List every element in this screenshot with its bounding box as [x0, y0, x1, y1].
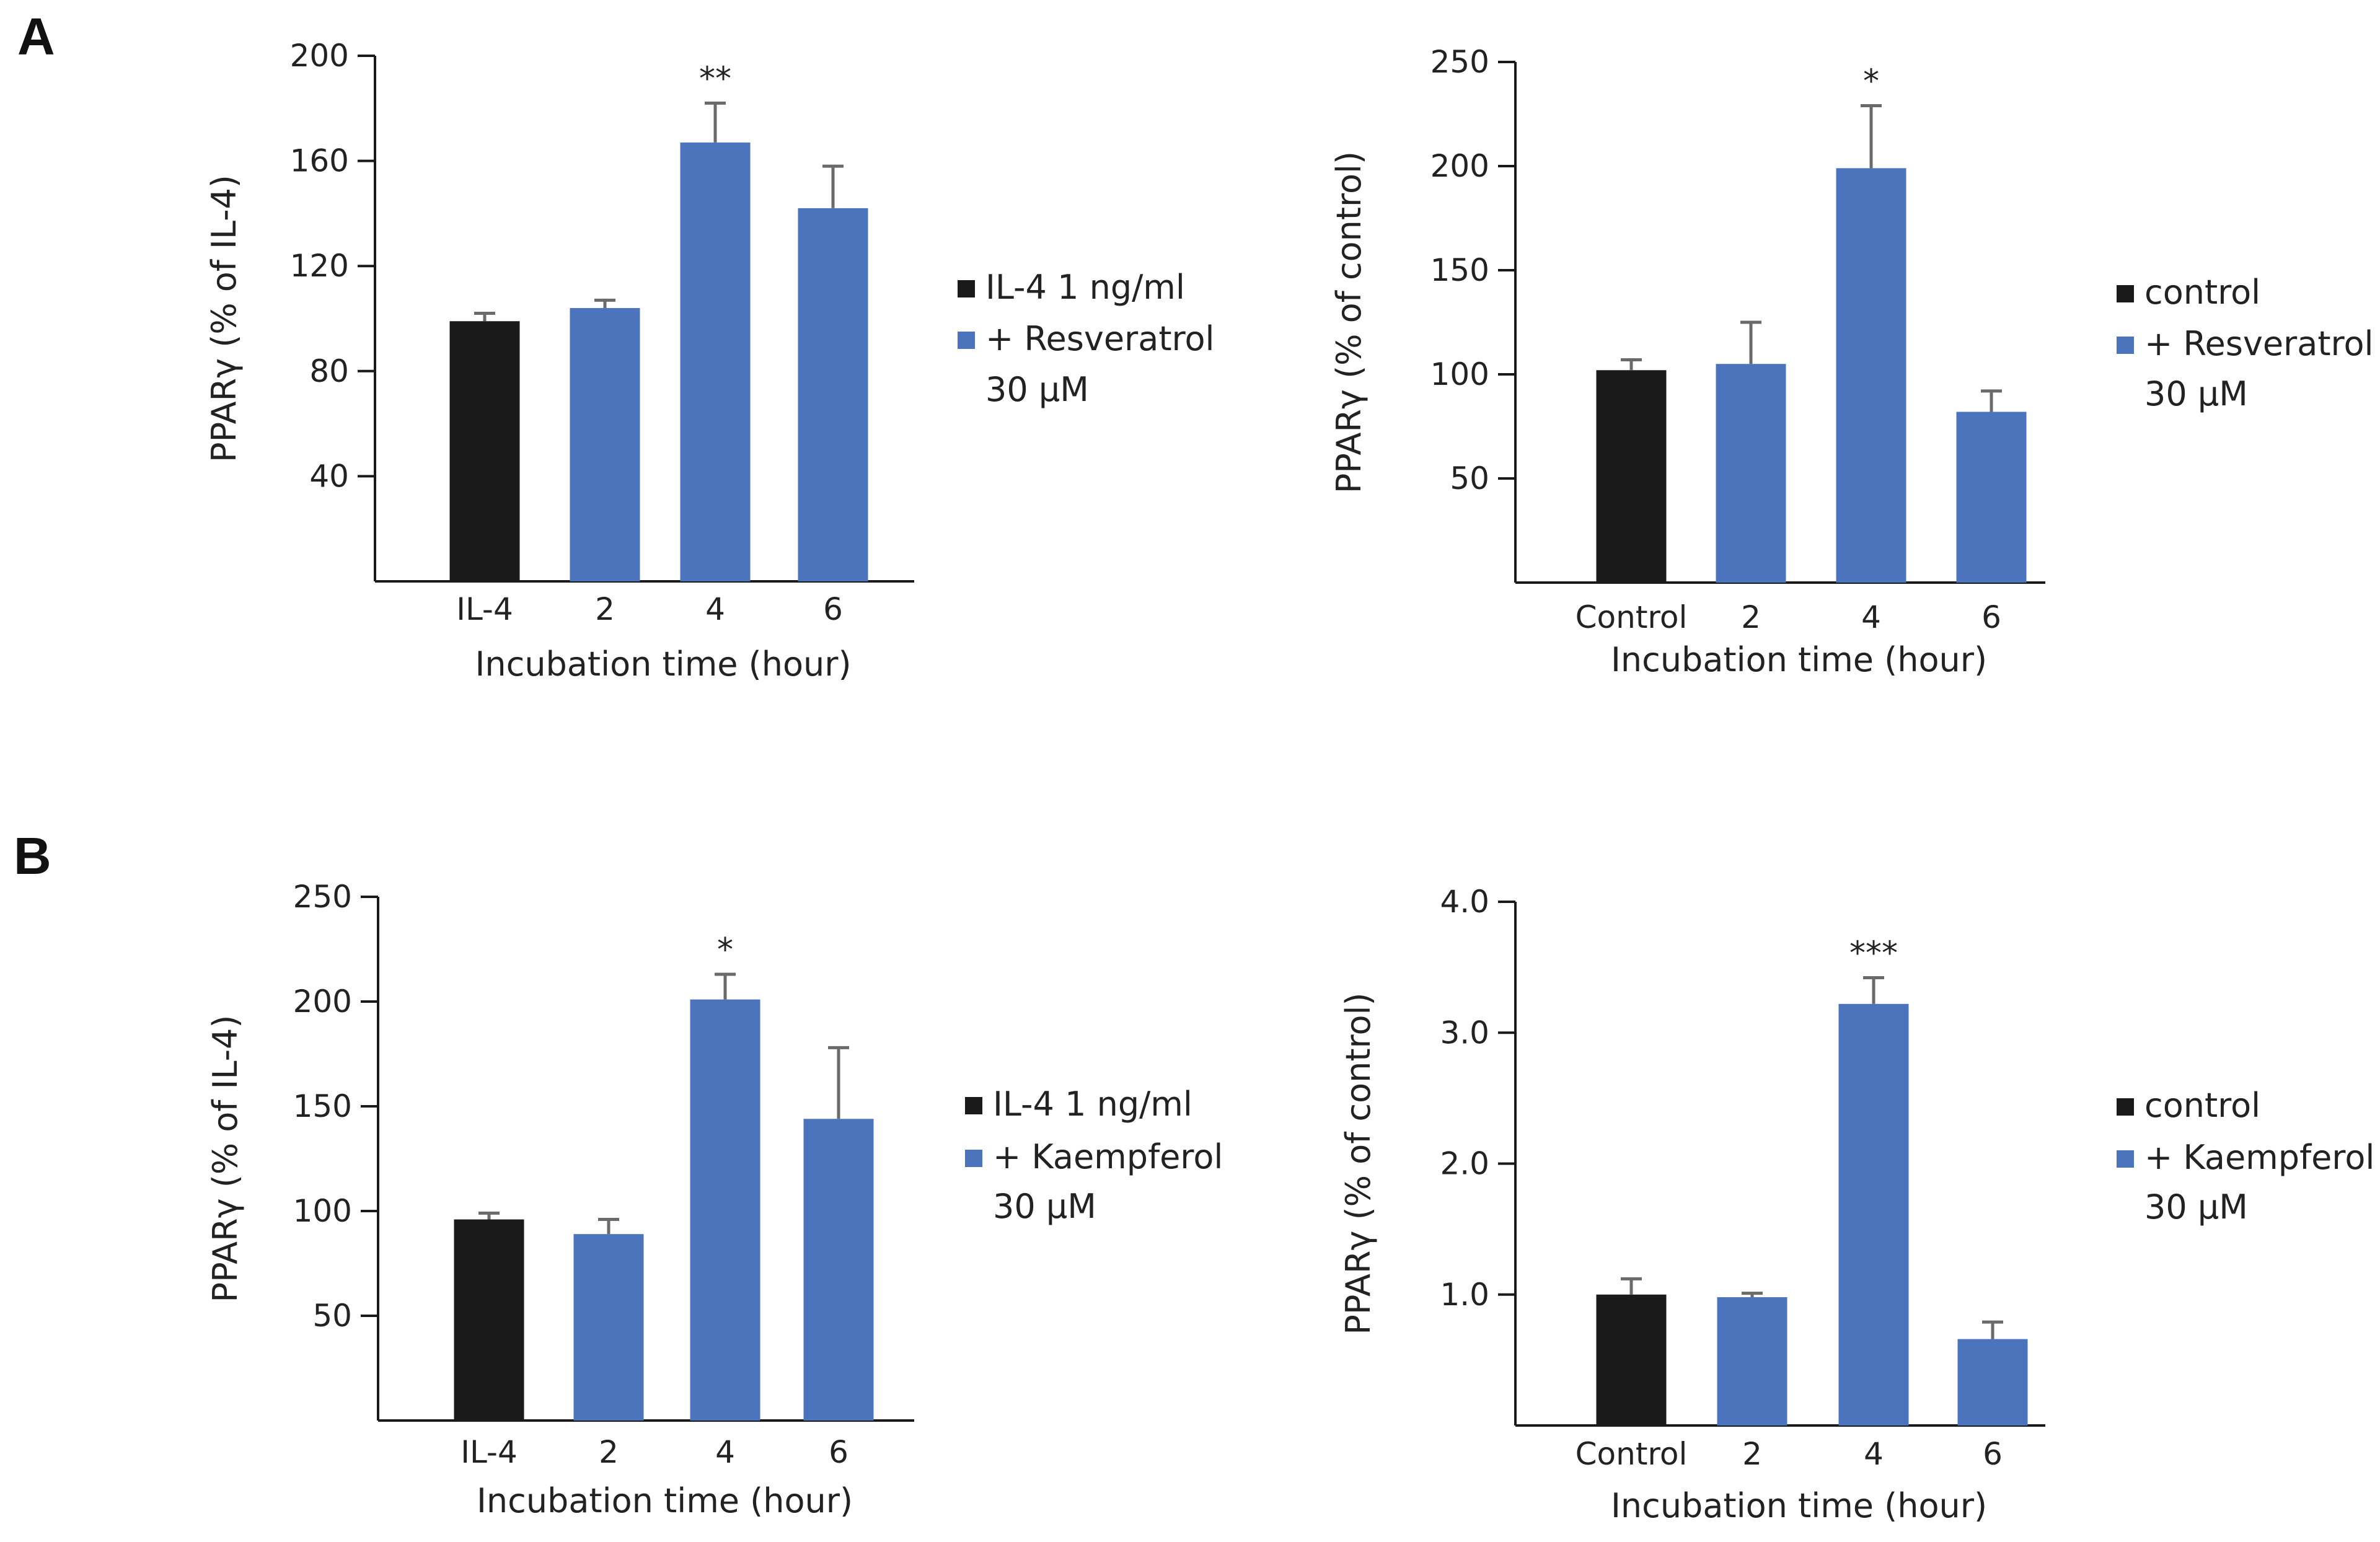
- x-tick-label: 2: [1742, 1436, 1762, 1472]
- y-axis-title: PPARγ (% of control): [1339, 992, 1378, 1334]
- y-tick-label: 200: [290, 38, 349, 74]
- legend-label: + Kaempferol: [993, 1137, 1223, 1176]
- legend-label: + Resveratrol: [2144, 324, 2374, 363]
- chart-top-left: 40 80 120 160 200 IL-4 2 ** 4 6 PPARγ (% of IL-4) I…: [205, 38, 1215, 684]
- legend-swatch: [965, 1097, 982, 1114]
- legend-label: + Kaempferol: [2144, 1138, 2374, 1177]
- bar: [1838, 1003, 1909, 1425]
- bar: [1596, 1294, 1667, 1425]
- y-tick-label: 40: [309, 458, 349, 494]
- x-tick-label: 6: [1983, 1436, 2003, 1472]
- bar: [1716, 364, 1786, 583]
- y-tick-label: 100: [1430, 356, 1489, 392]
- y-axis-title: PPARγ (% of control): [1329, 151, 1368, 493]
- y-tick-label: 250: [293, 879, 352, 915]
- panel-letter-a: A: [17, 7, 55, 66]
- y-tick-label: 3.0: [1440, 1015, 1489, 1051]
- y-axis-title: PPARγ (% of IL-4): [205, 175, 244, 462]
- y-tick-label: 200: [293, 984, 352, 1020]
- legend-swatch: [2117, 1098, 2134, 1116]
- legend-label: control: [2144, 1086, 2260, 1125]
- chart-bottom-right: 1.0 2.0 3.0 4.0 Control 2 *** 4 6 PPARγ (% of con…: [1339, 884, 2374, 1525]
- legend-label: 30 µM: [985, 370, 1089, 409]
- significance-marker: ***: [1849, 935, 1898, 972]
- bar: [1717, 1297, 1787, 1425]
- bar: [690, 999, 760, 1421]
- y-tick-label: 80: [309, 353, 349, 389]
- legend-swatch: [2117, 337, 2134, 354]
- y-tick-label: 150: [293, 1088, 352, 1124]
- panel-letter-b: B: [14, 827, 51, 885]
- chart-bottom-left: 50 100 150 200 250 IL-4 2 * 4 6 PPARγ (% of IL-4) I…: [206, 879, 1223, 1520]
- legend-label: 30 µM: [2144, 374, 2248, 413]
- bar: [454, 1219, 524, 1421]
- bar: [798, 208, 868, 581]
- y-tick-label: 250: [1430, 44, 1489, 80]
- y-tick-label: 120: [290, 248, 349, 284]
- x-axis-title: Incubation time (hour): [1611, 1486, 1987, 1525]
- y-tick-label: 150: [1430, 252, 1489, 288]
- x-axis-title: Incubation time (hour): [477, 1481, 853, 1520]
- x-tick-label: 4: [1864, 1436, 1884, 1472]
- legend-swatch: [2117, 1150, 2134, 1168]
- x-axis-title: Incubation time (hour): [475, 645, 851, 684]
- legend-label: 30 µM: [993, 1187, 1096, 1226]
- x-tick-label: 6: [823, 591, 843, 627]
- legend-swatch: [958, 332, 975, 349]
- x-tick-label: 4: [715, 1434, 735, 1470]
- y-tick-label: 100: [293, 1193, 352, 1229]
- bar: [573, 1234, 644, 1421]
- y-tick-label: 1.0: [1440, 1277, 1489, 1313]
- x-tick-label: 2: [595, 591, 615, 627]
- x-tick-label: Control: [1576, 1436, 1688, 1472]
- legend-label: + Resveratrol: [985, 319, 1215, 358]
- significance-marker: *: [717, 932, 733, 969]
- legend-label: 30 µM: [2144, 1187, 2248, 1227]
- y-tick-label: 4.0: [1440, 884, 1489, 920]
- bar: [1596, 370, 1667, 583]
- legend-swatch: [958, 280, 975, 297]
- legend-label: IL-4 1 ng/ml: [985, 268, 1185, 307]
- x-tick-label: IL-4: [456, 591, 513, 627]
- y-tick-label: 160: [290, 143, 349, 179]
- x-tick-label: 2: [1741, 599, 1761, 635]
- legend-label: IL-4 1 ng/ml: [993, 1085, 1192, 1124]
- x-tick-label: 6: [1981, 599, 2001, 635]
- x-axis-title: Incubation time (hour): [1611, 640, 1987, 679]
- y-tick-label: 50: [1450, 460, 1489, 496]
- legend-swatch: [965, 1150, 982, 1167]
- y-tick-label: 50: [312, 1298, 352, 1334]
- bar: [1957, 1339, 2028, 1425]
- bar: [570, 308, 640, 581]
- bar: [1956, 412, 2027, 583]
- x-tick-label: 4: [705, 591, 725, 627]
- bar: [1836, 168, 1906, 583]
- significance-marker: *: [1863, 63, 1879, 100]
- x-tick-label: 6: [829, 1434, 848, 1470]
- bar: [449, 321, 520, 581]
- legend-swatch: [2117, 285, 2134, 302]
- y-tick-label: 200: [1430, 148, 1489, 184]
- chart-top-right: 50 100 150 200 250 Control 2 * 4 6 PPARγ (% of con…: [1329, 44, 2374, 679]
- legend-label: control: [2144, 273, 2260, 312]
- bar: [680, 142, 751, 582]
- x-tick-label: IL-4: [461, 1434, 518, 1470]
- bar: [803, 1119, 874, 1421]
- y-tick-label: 2.0: [1440, 1146, 1489, 1182]
- y-axis-title: PPARγ (% of IL-4): [206, 1015, 245, 1303]
- x-tick-label: 4: [1861, 599, 1881, 635]
- x-tick-label: 2: [599, 1434, 619, 1470]
- x-tick-label: Control: [1576, 599, 1688, 635]
- significance-marker: **: [699, 60, 731, 97]
